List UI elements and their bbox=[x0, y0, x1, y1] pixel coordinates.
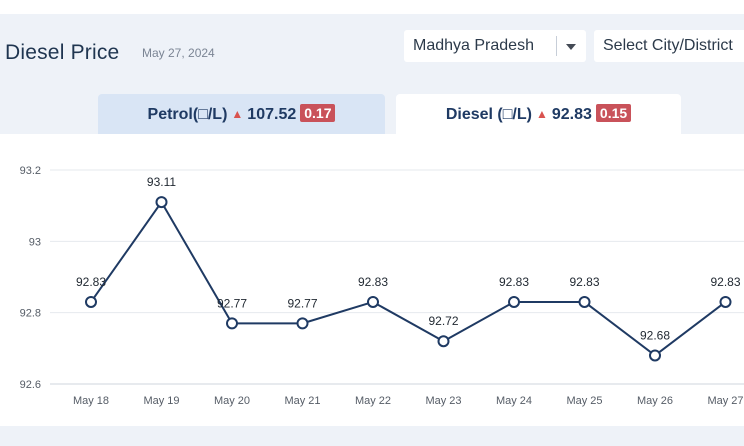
y-tick-label: 93.2 bbox=[20, 165, 41, 177]
data-point bbox=[155, 196, 168, 209]
x-tick-label: May 27 bbox=[707, 395, 743, 407]
price-header: Diesel Price May 27, 2024 Madhya Pradesh… bbox=[0, 14, 744, 94]
state-select-value: Madhya Pradesh bbox=[413, 37, 534, 54]
up-triangle-icon: ▲ bbox=[231, 107, 244, 121]
x-tick-label: May 21 bbox=[284, 395, 320, 407]
data-point bbox=[719, 295, 732, 308]
data-point bbox=[367, 295, 379, 308]
data-point bbox=[649, 349, 661, 362]
data-label: 92.77 bbox=[217, 296, 247, 310]
select-divider bbox=[556, 36, 557, 56]
tab-diesel-label: Diesel (□/L) bbox=[445, 106, 532, 123]
data-label: 92.83 bbox=[358, 275, 388, 289]
city-select[interactable]: Select City/District bbox=[594, 30, 744, 62]
data-label: 92.72 bbox=[428, 314, 458, 328]
data-point bbox=[578, 295, 591, 308]
data-label: 93.11 bbox=[147, 175, 176, 189]
data-label: 92.83 bbox=[499, 275, 529, 289]
price-date: May 27, 2024 bbox=[142, 46, 215, 60]
series-line bbox=[90, 201, 727, 357]
data-point bbox=[437, 335, 450, 348]
x-tick-label: May 26 bbox=[637, 395, 673, 407]
footer-band bbox=[0, 426, 744, 446]
tab-petrol-label: Petrol(□/L) bbox=[147, 106, 228, 123]
chevron-down-icon[interactable] bbox=[566, 44, 576, 50]
y-tick-label: 93 bbox=[29, 236, 41, 248]
x-tick-label: May 22 bbox=[355, 395, 391, 407]
data-point bbox=[508, 295, 520, 308]
chart-card: 93.2 93 92.8 92.6 May 18 May 19 May 20 May 21 Ma… bbox=[0, 134, 744, 426]
y-tick-label: 92.8 bbox=[20, 308, 41, 320]
tab-petrol-change-badge: 0.17 bbox=[300, 104, 336, 122]
x-tick-label: May 20 bbox=[214, 395, 250, 407]
data-label: 92.83 bbox=[76, 275, 106, 289]
data-label: 92.83 bbox=[569, 275, 599, 289]
data-point bbox=[296, 317, 309, 330]
page-title: Diesel Price bbox=[5, 41, 120, 64]
tab-diesel-change-badge: 0.15 bbox=[595, 104, 632, 122]
tab-petrol-price: 107.52 bbox=[247, 106, 297, 123]
data-label: 92.77 bbox=[287, 296, 317, 310]
diesel-price-line-chart: 93.2 93 92.8 92.6 May 18 May 19 May 20 May 21 Ma… bbox=[20, 165, 744, 407]
x-tick-label: May 24 bbox=[496, 395, 532, 407]
data-point bbox=[85, 295, 97, 308]
x-tick-label: May 25 bbox=[566, 395, 602, 407]
x-tick-label: May 18 bbox=[73, 395, 109, 407]
tab-diesel[interactable]: Diesel (□/L) ▲ 92.83 0.15 bbox=[396, 94, 681, 134]
data-label: 92.83 bbox=[710, 275, 740, 289]
state-select[interactable]: Madhya Pradesh bbox=[404, 30, 586, 62]
data-label: 92.68 bbox=[640, 328, 670, 342]
x-tick-label: May 19 bbox=[143, 395, 179, 407]
tab-petrol[interactable]: Petrol(□/L) ▲ 107.52 0.17 bbox=[98, 94, 385, 134]
top-band bbox=[0, 0, 744, 14]
up-triangle-icon: ▲ bbox=[535, 107, 548, 121]
tab-diesel-price: 92.83 bbox=[551, 106, 592, 123]
data-point bbox=[226, 317, 238, 330]
x-tick-label: May 23 bbox=[425, 395, 461, 407]
city-select-placeholder: Select City/District bbox=[603, 37, 733, 54]
y-tick-label: 92.6 bbox=[20, 379, 41, 391]
